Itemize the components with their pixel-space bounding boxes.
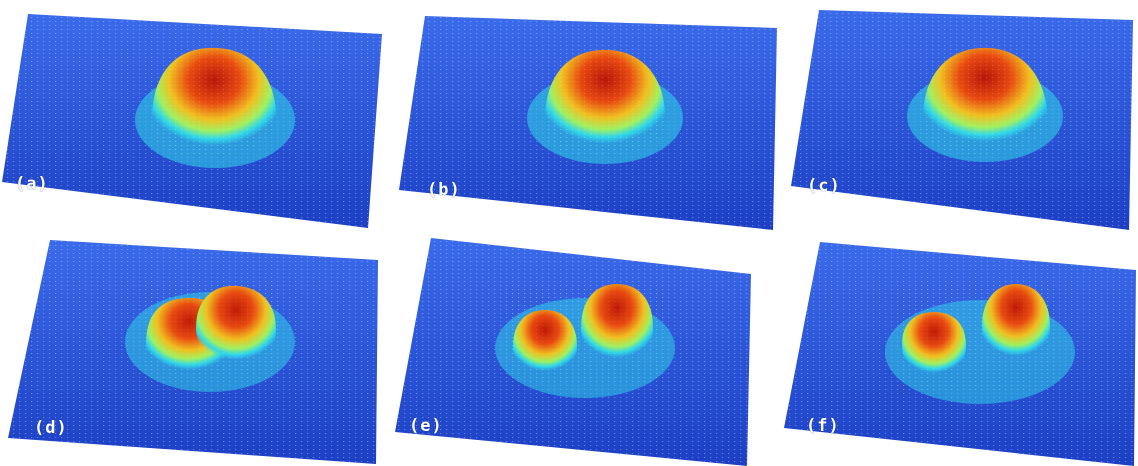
panel-label: (a) — [15, 174, 49, 194]
panel-label: (f) — [806, 416, 840, 436]
surface-plot-f — [784, 242, 1136, 466]
panel-a: (a) — [0, 0, 382, 230]
surface-plot-a — [2, 14, 382, 228]
surface-plot-b — [399, 16, 777, 230]
panel-e: (e) — [385, 232, 770, 466]
panel-b: (b) — [385, 0, 777, 232]
panel-label: (e) — [409, 416, 443, 436]
surface-plot-e — [395, 238, 751, 466]
panel-label: (c) — [807, 176, 841, 196]
panel-d: (d) — [0, 232, 385, 466]
panel-label: (d) — [34, 418, 68, 438]
surface-plot-d — [8, 240, 378, 464]
panel-c: (c) — [775, 0, 1138, 232]
surface-plot-c — [791, 10, 1133, 230]
panel-f: (f) — [770, 232, 1138, 466]
panel-label: (b) — [427, 180, 461, 200]
